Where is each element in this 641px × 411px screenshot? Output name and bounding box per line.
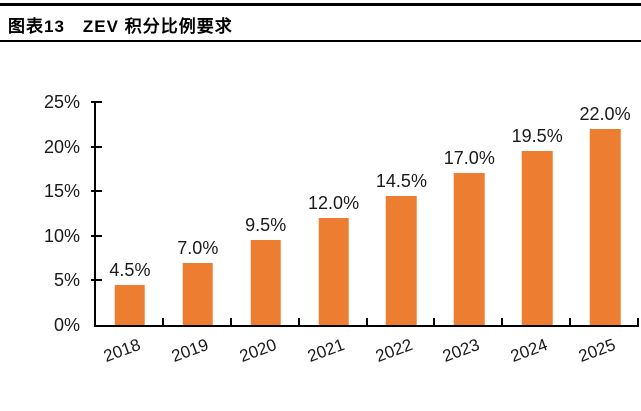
bar-group-2021: 12.0%: [300, 102, 368, 325]
x-axis-label-2025: 2025: [576, 335, 619, 366]
bar-2020: [250, 240, 281, 325]
y-axis-tick: [91, 234, 102, 237]
header-bottom-rule: [0, 40, 641, 42]
bar-2019: [182, 262, 214, 325]
x-axis-label-2018: 2018: [101, 335, 144, 366]
x-axis-tick: [161, 318, 164, 325]
data-label-2021: 12.0%: [308, 192, 360, 213]
y-axis-label-20pct: 20%: [43, 136, 80, 157]
bar-2021: [318, 217, 349, 325]
data-label-2024: 19.5%: [511, 126, 563, 147]
y-axis-label-25pct: 25%: [43, 92, 80, 112]
x-axis-tick: [297, 318, 300, 325]
bar-group-2024: 19.5%: [503, 102, 571, 325]
bar-group-2018: 4.5%: [96, 102, 164, 325]
y-axis-tick: [91, 101, 102, 103]
y-axis-tick: [91, 279, 102, 282]
bar-group-2025: 22.0%: [571, 102, 639, 325]
x-axis-label-2022: 2022: [372, 335, 415, 366]
figure-title: 图表13 ZEV 积分比例要求: [8, 17, 233, 36]
x-axis-label-2019: 2019: [168, 335, 211, 366]
x-axis-tick: [229, 318, 232, 325]
y-axis-tick: [91, 145, 102, 148]
bar-2024: [521, 151, 553, 325]
x-axis-tick: [433, 318, 436, 325]
bar-group-2023: 17.0%: [435, 102, 503, 325]
plot-area: 4.5% 7.0% 9.5% 12.0% 14.5% 17.0% 19.5% 22.0%: [91, 101, 639, 327]
bar-2025: [589, 128, 621, 325]
data-label-2025: 22.0%: [579, 103, 631, 124]
x-axis-label-2023: 2023: [440, 335, 483, 366]
x-axis-label-2024: 2024: [508, 335, 551, 366]
y-axis-label-5pct: 5%: [53, 270, 80, 291]
bar-group-2020: 9.5%: [232, 102, 300, 325]
y-axis-label-10pct: 10%: [43, 225, 80, 246]
bar-2018: [114, 284, 146, 325]
x-axis-tick: [365, 318, 368, 325]
x-axis-tick: [569, 318, 572, 325]
y-axis-label-15pct: 15%: [43, 181, 80, 202]
x-axis-tick: [637, 318, 639, 325]
header-top-rule: [0, 3, 641, 6]
bar-group-2022: 14.5%: [368, 102, 436, 325]
bar-group-2019: 7.0%: [164, 102, 232, 325]
y-axis-label-0pct: 0%: [53, 315, 80, 335]
data-label-2020: 9.5%: [245, 215, 287, 236]
bar-2023: [454, 173, 485, 325]
data-label-2022: 14.5%: [375, 170, 427, 191]
x-axis-tick: [501, 318, 504, 325]
x-axis-label-2021: 2021: [304, 335, 347, 366]
data-label-2019: 7.0%: [177, 237, 219, 258]
data-label-2023: 17.0%: [443, 148, 495, 169]
data-label-2018: 4.5%: [109, 259, 151, 280]
x-axis-label-2020: 2020: [236, 335, 279, 366]
y-axis-tick: [91, 190, 102, 193]
bar-2022: [386, 195, 417, 325]
